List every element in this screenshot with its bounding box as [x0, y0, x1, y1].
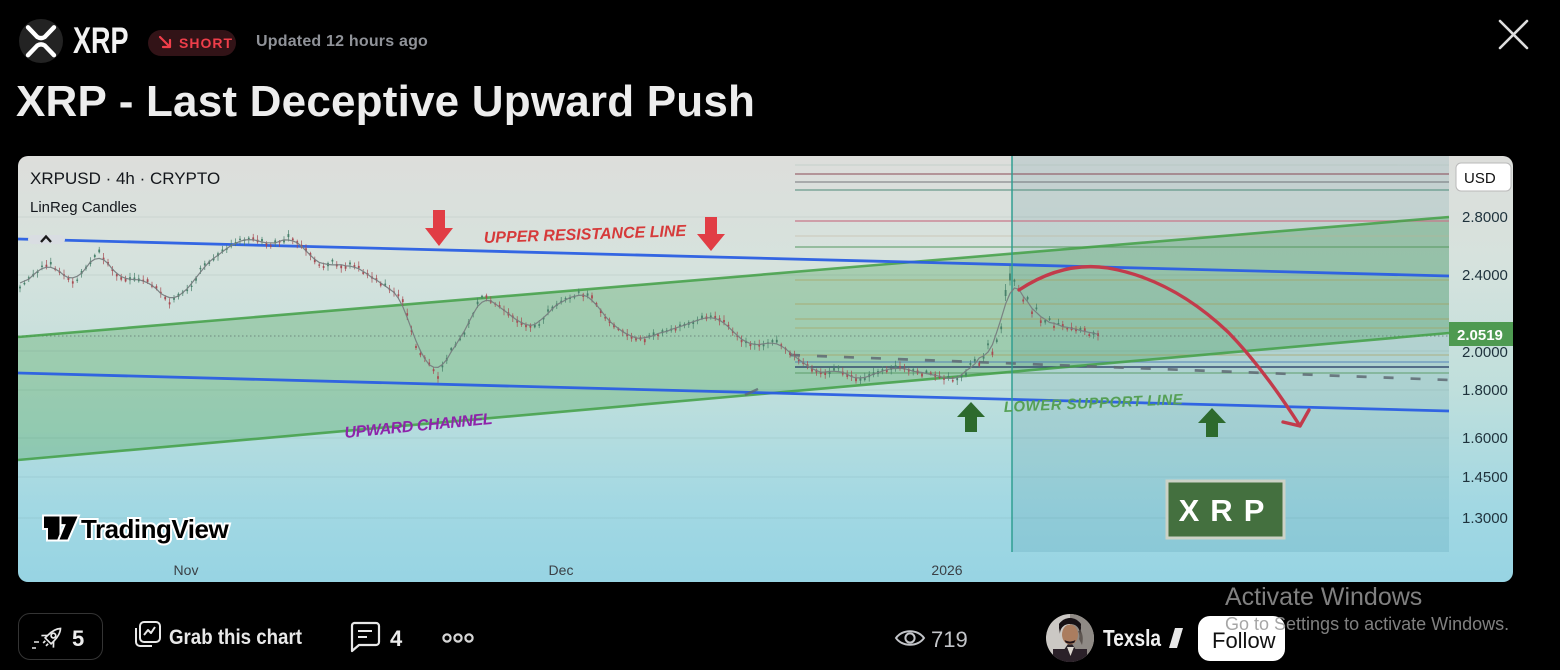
- svg-text:Nov: Nov: [174, 562, 199, 578]
- svg-text:2.8000: 2.8000: [1462, 209, 1508, 226]
- svg-text:TradingView: TradingView: [81, 514, 229, 544]
- svg-text:1.3000: 1.3000: [1462, 510, 1508, 527]
- svg-text:UPPER RESISTANCE LINE: UPPER RESISTANCE LINE: [484, 223, 688, 247]
- svg-text:LinReg Candles: LinReg Candles: [30, 199, 137, 216]
- svg-text:Dec: Dec: [549, 562, 574, 578]
- svg-text:1.4500: 1.4500: [1462, 469, 1508, 486]
- svg-text:1.8000: 1.8000: [1462, 382, 1508, 399]
- svg-text:2026: 2026: [931, 562, 962, 578]
- svg-text:1.6000: 1.6000: [1462, 430, 1508, 447]
- svg-text:XRPUSD · 4h · CRYPTO: XRPUSD · 4h · CRYPTO: [30, 169, 220, 188]
- svg-text:XRP: XRP: [1179, 493, 1276, 528]
- svg-text:2.4000: 2.4000: [1462, 267, 1508, 284]
- svg-text:2.0000: 2.0000: [1462, 344, 1508, 361]
- svg-text:2.0519: 2.0519: [1457, 327, 1503, 344]
- svg-text:USD: USD: [1464, 170, 1496, 187]
